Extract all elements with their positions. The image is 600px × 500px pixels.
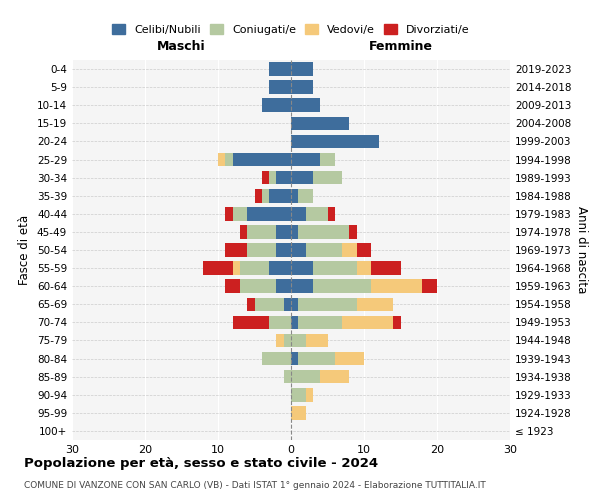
Bar xyxy=(291,80,313,94)
Bar xyxy=(262,352,291,366)
Bar xyxy=(291,388,305,402)
Bar xyxy=(269,62,291,76)
Bar xyxy=(291,262,313,275)
Text: Femmine: Femmine xyxy=(368,40,433,53)
Legend: Celibi/Nubili, Coniugati/e, Vedovi/e, Divorziati/e: Celibi/Nubili, Coniugati/e, Vedovi/e, Di… xyxy=(108,20,474,40)
Bar xyxy=(342,316,393,329)
Bar xyxy=(262,98,291,112)
Bar xyxy=(291,189,298,202)
Bar xyxy=(262,189,269,202)
Bar xyxy=(269,171,277,184)
Bar xyxy=(284,334,291,347)
Bar xyxy=(291,406,305,419)
Bar xyxy=(262,171,269,184)
Bar xyxy=(305,388,313,402)
Bar xyxy=(247,243,277,257)
Bar xyxy=(233,207,247,220)
Bar xyxy=(226,152,233,166)
Bar xyxy=(269,316,291,329)
Bar xyxy=(313,171,342,184)
Bar xyxy=(291,334,305,347)
Bar xyxy=(291,152,320,166)
Bar xyxy=(240,262,269,275)
Bar xyxy=(254,298,284,311)
Bar xyxy=(349,225,356,238)
Bar xyxy=(291,116,349,130)
Bar xyxy=(320,152,335,166)
Bar xyxy=(305,207,328,220)
Bar xyxy=(269,189,291,202)
Bar xyxy=(284,370,291,384)
Bar xyxy=(291,316,298,329)
Bar xyxy=(277,280,291,293)
Bar xyxy=(291,134,379,148)
Bar xyxy=(233,316,269,329)
Bar xyxy=(328,207,335,220)
Bar xyxy=(277,334,284,347)
Bar xyxy=(277,243,291,257)
Bar xyxy=(291,370,320,384)
Bar xyxy=(356,262,371,275)
Bar xyxy=(305,243,342,257)
Bar xyxy=(233,152,291,166)
Bar xyxy=(342,243,357,257)
Bar xyxy=(269,262,291,275)
Bar xyxy=(247,207,291,220)
Bar xyxy=(313,262,356,275)
Bar xyxy=(291,171,313,184)
Bar xyxy=(422,280,437,293)
Bar xyxy=(226,280,240,293)
Text: Popolazione per età, sesso e stato civile - 2024: Popolazione per età, sesso e stato civil… xyxy=(24,457,378,470)
Bar xyxy=(298,298,356,311)
Bar xyxy=(233,262,240,275)
Bar xyxy=(320,370,349,384)
Bar xyxy=(226,207,233,220)
Bar xyxy=(298,189,313,202)
Bar xyxy=(254,189,262,202)
Bar xyxy=(277,225,291,238)
Bar xyxy=(291,280,313,293)
Y-axis label: Anni di nascita: Anni di nascita xyxy=(575,206,588,294)
Bar xyxy=(291,98,320,112)
Bar xyxy=(240,225,247,238)
Bar xyxy=(291,352,298,366)
Bar xyxy=(291,243,305,257)
Bar xyxy=(356,243,371,257)
Bar xyxy=(247,225,277,238)
Bar xyxy=(291,207,305,220)
Bar xyxy=(247,298,254,311)
Text: COMUNE DI VANZONE CON SAN CARLO (VB) - Dati ISTAT 1° gennaio 2024 - Elaborazione: COMUNE DI VANZONE CON SAN CARLO (VB) - D… xyxy=(24,481,486,490)
Bar xyxy=(298,316,342,329)
Bar xyxy=(218,152,226,166)
Bar xyxy=(393,316,401,329)
Text: Maschi: Maschi xyxy=(157,40,206,53)
Bar xyxy=(371,280,422,293)
Bar xyxy=(356,298,393,311)
Bar xyxy=(291,62,313,76)
Bar xyxy=(313,280,371,293)
Bar xyxy=(305,334,328,347)
Bar xyxy=(291,225,298,238)
Y-axis label: Fasce di età: Fasce di età xyxy=(19,215,31,285)
Bar xyxy=(226,243,247,257)
Bar xyxy=(277,171,291,184)
Bar xyxy=(203,262,233,275)
Bar xyxy=(291,298,298,311)
Bar xyxy=(284,298,291,311)
Bar xyxy=(335,352,364,366)
Bar xyxy=(371,262,401,275)
Bar xyxy=(240,280,277,293)
Bar xyxy=(269,80,291,94)
Bar xyxy=(298,352,335,366)
Bar xyxy=(298,225,349,238)
